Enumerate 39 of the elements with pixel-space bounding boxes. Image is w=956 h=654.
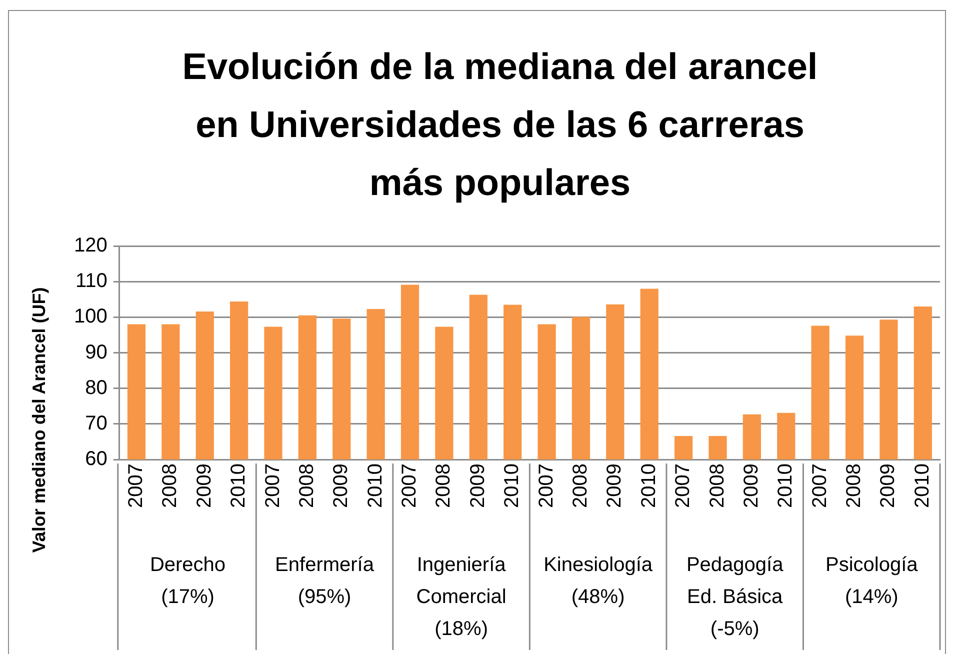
x-tick-label: 2009 bbox=[740, 464, 762, 508]
text: Pedagogía Ed. Básica (-5%) bbox=[686, 554, 784, 640]
text: Psicología (14%) bbox=[825, 554, 919, 608]
y-tick-label: 120 bbox=[74, 234, 108, 257]
text: Kinesiología (48%) bbox=[544, 554, 654, 608]
y-axis-title: Valor mediano del Arancel (UF) bbox=[28, 287, 49, 553]
x-tick-label: 2009 bbox=[604, 464, 626, 508]
x-tick-label: 2010 bbox=[774, 464, 797, 508]
chart-title: Evolución de la mediana del arancel en Universidades de las 6 carreras más populares bbox=[181, 45, 819, 205]
x-tick-label: 2007 bbox=[124, 464, 147, 508]
y-tick-label: 80 bbox=[85, 376, 108, 399]
y-tick-label: 70 bbox=[85, 412, 108, 434]
y-tick-label: 110 bbox=[75, 270, 108, 292]
x-tick-label: 2009 bbox=[193, 464, 216, 508]
x-tick-label: 2010 bbox=[638, 464, 660, 508]
x-tick-label: 2008 bbox=[432, 464, 455, 508]
x-tick-label: 2007 bbox=[535, 464, 558, 508]
x-tick-label: 2010 bbox=[228, 464, 250, 508]
x-tick-label: 2007 bbox=[808, 464, 831, 508]
x-tick-label: 2008 bbox=[706, 464, 728, 508]
y-tick-label: 100 bbox=[74, 306, 108, 328]
text: Enfermería (95%) bbox=[275, 554, 375, 608]
x-tick-label: 2007 bbox=[262, 464, 284, 508]
x-tick-label: 2010 bbox=[911, 464, 934, 508]
x-tick-label: 2010 bbox=[364, 464, 386, 508]
text: Ingeniería Comercial (18%) bbox=[416, 554, 507, 640]
x-tick-label: 2008 bbox=[569, 464, 592, 508]
text: Derecho (17%) bbox=[150, 554, 226, 608]
y-tick-label: 90 bbox=[85, 341, 108, 364]
x-tick-label: 2009 bbox=[330, 464, 352, 508]
x-tick-label: 2007 bbox=[398, 464, 421, 508]
y-tick-label: 60 bbox=[85, 448, 108, 470]
x-tick-label: 2008 bbox=[843, 464, 866, 508]
x-tick-label: 2009 bbox=[877, 464, 900, 508]
x-tick-label: 2010 bbox=[501, 464, 524, 508]
x-tick-label: 2008 bbox=[159, 464, 182, 508]
x-tick-label: 2007 bbox=[672, 464, 694, 508]
x-tick-label: 2008 bbox=[296, 464, 318, 508]
x-tick-label: 2009 bbox=[466, 464, 489, 508]
